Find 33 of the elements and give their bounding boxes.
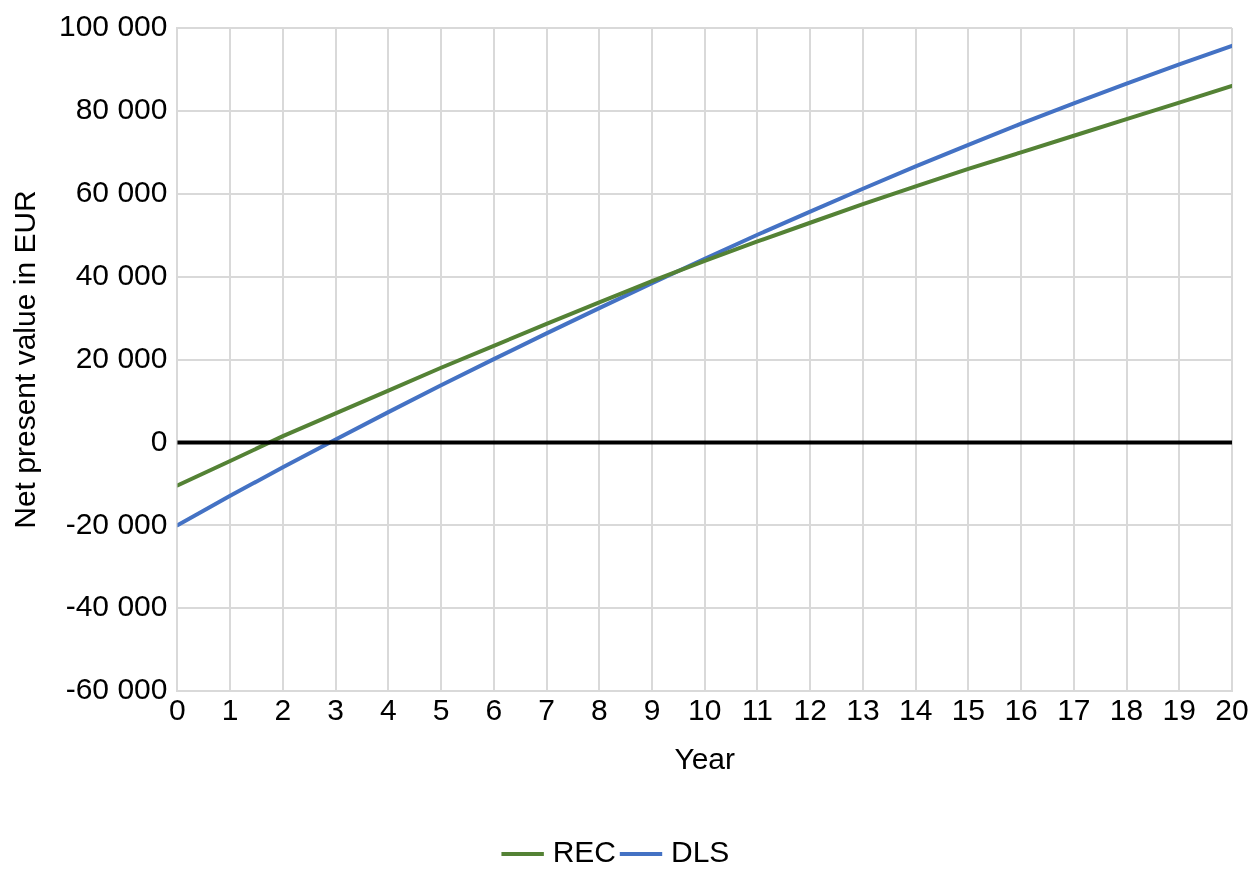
x-tick-label: 7 <box>538 693 555 727</box>
x-tick-label: 4 <box>380 693 397 727</box>
y-tick-label: -40 000 <box>65 589 168 623</box>
x-tick-label: 20 <box>1215 693 1249 727</box>
y-tick-label: 20 000 <box>75 340 168 374</box>
y-tick-label: -60 000 <box>65 672 168 706</box>
x-tick-label: 19 <box>1162 693 1196 727</box>
y-tick-label: -20 000 <box>65 506 168 540</box>
y-tick-label: 40 000 <box>75 257 168 291</box>
x-tick-label: 14 <box>898 693 933 727</box>
x-axis-title: Year <box>674 742 736 776</box>
x-tick-label: 6 <box>485 693 503 727</box>
x-tick-label: 3 <box>327 693 344 727</box>
x-tick-label: 10 <box>688 693 722 727</box>
x-tick-label: 18 <box>1109 693 1144 727</box>
x-tick-label: 1 <box>221 693 239 727</box>
y-tick-label: 100 000 <box>58 9 168 43</box>
legend-label: DLS <box>670 835 730 869</box>
x-tick-label: 9 <box>643 693 661 727</box>
y-tick-label: 60 000 <box>75 175 168 209</box>
x-tick-label: 16 <box>1004 693 1038 727</box>
x-tick-label: 17 <box>1057 693 1091 727</box>
y-axis-title: Net present value in EUR <box>8 190 42 529</box>
x-tick-label: 15 <box>951 693 986 727</box>
x-tick-label: 11 <box>741 693 774 727</box>
y-tick-label: 0 <box>150 423 168 457</box>
x-tick-label: 12 <box>793 693 827 727</box>
y-tick-label: 80 000 <box>75 92 168 126</box>
x-tick-label: 8 <box>590 693 608 727</box>
legend-label: REC <box>552 835 616 869</box>
x-tick-label: 2 <box>274 693 292 727</box>
x-tick-label: 5 <box>432 693 450 727</box>
x-tick-label: 13 <box>846 693 880 727</box>
